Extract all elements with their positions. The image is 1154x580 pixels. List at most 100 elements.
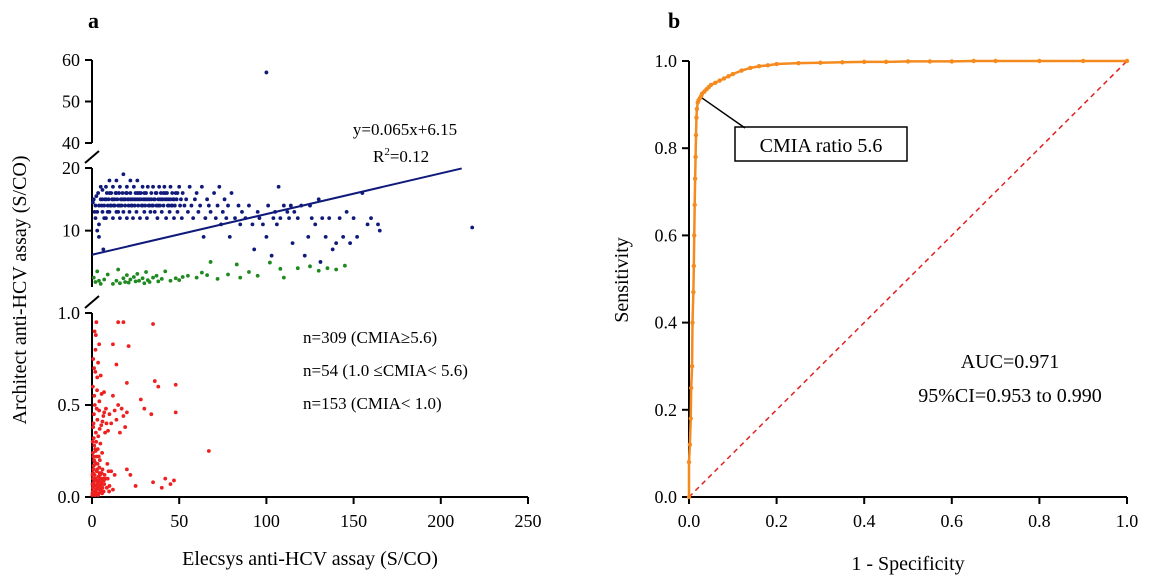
data-point [91,484,96,488]
data-point [266,203,271,208]
roc-point [694,106,700,112]
data-point [135,197,140,202]
data-point [274,222,279,227]
data-point [107,412,112,417]
data-point [342,263,347,268]
data-point [96,454,101,459]
data-point [92,329,97,334]
data-point [194,275,199,280]
data-point [149,412,154,417]
data-point [247,203,251,208]
data-point [264,234,269,239]
data-point [121,172,126,177]
roc-point [949,59,954,64]
data-point [144,191,148,195]
panel-a-x-tick-label: 0 [88,511,97,531]
data-point [194,191,199,195]
data-point [168,278,173,283]
data-point [278,216,283,221]
data-point [97,278,101,283]
panel-b-y-tick-label: 0.6 [655,225,678,245]
data-point [90,473,95,477]
data-point [102,410,107,415]
data-point [118,184,122,189]
data-point [173,276,178,281]
axis-break-mark [84,295,100,309]
data-point [151,275,155,280]
data-point [199,270,204,275]
data-point [112,473,117,477]
data-point [103,430,107,435]
data-point [168,197,173,202]
roc-point [840,60,845,65]
data-point [247,270,251,274]
panel-b-x-tick-label: 0.6 [941,511,964,531]
data-point [192,197,197,202]
data-point [112,408,117,413]
data-point [295,216,300,221]
data-point [175,191,180,195]
data-point [170,191,175,195]
data-point [98,281,103,286]
data-point [91,467,96,472]
data-point [156,279,161,284]
data-point [173,410,178,415]
data-point [136,203,141,208]
data-point [95,388,99,393]
panel-a-x-tick-label: 50 [170,511,188,531]
data-point [152,197,157,202]
data-point [114,362,119,367]
data-point [104,191,109,195]
data-point [105,461,110,466]
data-point [101,489,106,494]
data-point [285,209,290,214]
panel-b-x-tick-label: 0.2 [765,511,788,531]
data-point [107,489,111,494]
roc-point [721,76,727,81]
data-point [156,384,161,389]
data-point [121,320,126,325]
data-point [133,191,138,195]
data-point [337,216,342,221]
data-point [348,241,353,246]
data-point [213,216,218,221]
data-point [100,485,105,490]
roc-point [686,459,692,465]
roc-point [691,289,696,295]
data-point [155,216,160,221]
panel-a-y-tick-label: 0.5 [58,395,81,415]
data-point [276,184,281,189]
data-point [93,447,98,452]
data-point [97,203,101,208]
data-point [134,209,139,214]
data-point [131,184,136,189]
data-point [111,342,115,347]
data-point [180,191,185,195]
data-point [313,222,318,227]
data-point [290,241,295,246]
data-point [140,184,145,189]
data-point [111,197,115,202]
roc-point [694,115,699,120]
data-point [264,70,269,75]
panel-a-x-tick-label: 100 [253,511,280,531]
data-point [92,209,97,214]
data-point [127,209,132,214]
data-point [109,421,114,426]
data-point [118,430,122,435]
data-point [111,393,115,398]
data-point [162,184,167,189]
data-point [145,184,150,189]
panel-b-x-tick-label: 1.0 [1116,511,1139,531]
data-point [219,222,223,227]
data-point [102,473,107,477]
panel-b-y-tick-label: 0.8 [655,138,678,158]
data-point [90,450,95,455]
panel-a-y-tick-label: 60 [62,50,80,70]
roc-point [693,132,699,138]
data-point [187,184,192,189]
data-point [234,262,239,267]
ci-label: 95%CI=0.953 to 0.990 [918,385,1102,407]
data-point [102,203,107,208]
data-point [124,467,129,472]
